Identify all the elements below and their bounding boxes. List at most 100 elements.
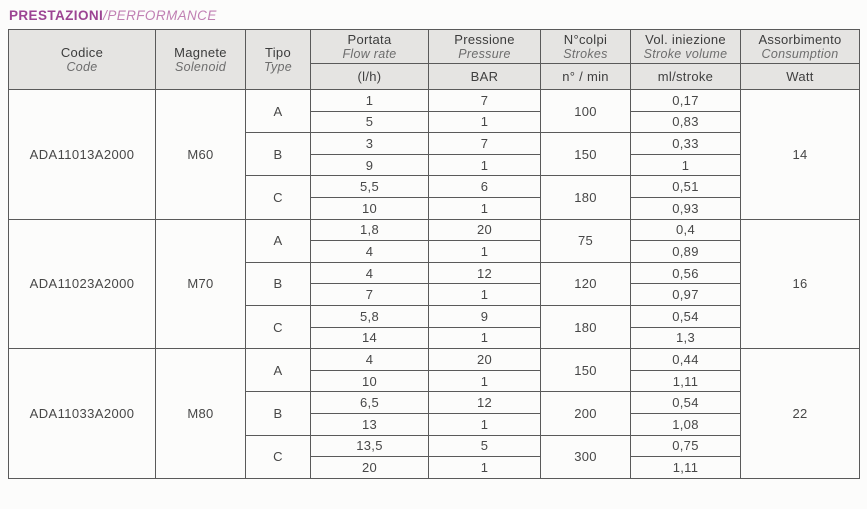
solenoid-cell: M70 (155, 218, 246, 350)
title-separator: / (103, 8, 108, 23)
type-cell: C (245, 434, 311, 479)
pressure-cell: 1 (428, 456, 541, 479)
stroke-volume-cell: 1,11 (630, 456, 741, 479)
data-row: 20 1 1,11 (9, 456, 860, 479)
header-pressione: Pressione Pressure (428, 29, 541, 64)
strokes-cell: 300 (540, 434, 631, 479)
type-cell: C (245, 175, 311, 220)
strokes-cell: 200 (540, 391, 631, 436)
flow-rate-cell: 4 (310, 261, 429, 285)
code-cell: ADA11033A2000 (8, 348, 156, 479)
header-portata-label-en: Flow rate (342, 47, 397, 61)
strokes-cell: 150 (540, 132, 631, 177)
data-row: 14 1 1,3 (9, 326, 860, 350)
stroke-volume-cell: 0,83 (630, 110, 741, 134)
header-colpi-label: N°colpi (563, 32, 608, 47)
header-colpi-label-en: Strokes (563, 47, 608, 61)
flow-rate-cell: 13,5 (310, 434, 429, 458)
header-codice: Codice Code (8, 29, 156, 90)
pressure-cell: 20 (428, 348, 541, 371)
flow-rate-cell: 5,8 (310, 304, 429, 328)
flow-rate-cell: 14 (310, 326, 429, 350)
page-title: PRESTAZIONI/PERFORMANCE (9, 9, 867, 23)
pressure-cell: 1 (428, 369, 541, 393)
table-body: ADA11013A2000 M60 A 1 7 100 0,17 14 5 1 0,83 B 3 7 150… (8, 88, 860, 479)
header-assorbimento-unit: Watt (740, 63, 860, 90)
header-pressione-unit: BAR (428, 63, 541, 90)
header-codice-label-en: Code (66, 60, 98, 74)
title-italian: PRESTAZIONI (9, 8, 104, 23)
type-cell: C (245, 304, 311, 350)
flow-rate-cell: 7 (310, 283, 429, 306)
type-cell: A (245, 348, 311, 393)
pressure-cell: 9 (428, 304, 541, 328)
header-magnete-label: Magnete (174, 45, 227, 60)
solenoid-cell: M80 (155, 348, 246, 479)
performance-table: Codice Code Magnete Solenoid Tipo Type P… (8, 29, 860, 479)
flow-rate-cell: 10 (310, 196, 429, 220)
pressure-cell: 5 (428, 434, 541, 458)
stroke-volume-cell: 1 (630, 153, 741, 177)
data-row: 5 1 0,83 (9, 110, 860, 134)
table-header: Codice Code Magnete Solenoid Tipo Type P… (8, 29, 860, 90)
strokes-cell: 180 (540, 304, 631, 350)
stroke-volume-cell: 0,44 (630, 348, 741, 371)
strokes-cell: 120 (540, 261, 631, 306)
stroke-volume-cell: 0,56 (630, 261, 741, 285)
header-portata: Portata Flow rate (310, 29, 429, 64)
header-assorbimento-label: Assorbimento (758, 32, 842, 47)
header-codice-label: Codice (60, 45, 104, 60)
code-cell: ADA11023A2000 (8, 218, 156, 350)
header-tipo-label: Tipo (264, 45, 291, 60)
header-iniezione-label-en: Stroke volume (643, 47, 728, 61)
solenoid-cell: M60 (155, 89, 246, 220)
pressure-cell: 12 (428, 391, 541, 414)
data-row: 4 1 0,89 (9, 240, 860, 263)
type-cell: A (245, 88, 311, 134)
stroke-volume-cell: 0,54 (630, 304, 741, 328)
flow-rate-cell: 9 (310, 153, 429, 177)
header-iniezione-unit: ml/stroke (630, 63, 741, 90)
strokes-cell: 150 (540, 348, 631, 393)
data-row: 10 1 0,93 (9, 196, 860, 220)
strokes-cell: 180 (540, 175, 631, 220)
flow-rate-cell: 6,5 (310, 391, 429, 414)
pressure-cell: 7 (428, 132, 541, 155)
flow-rate-cell: 10 (310, 369, 429, 393)
pressure-cell: 12 (428, 261, 541, 285)
code-cell: ADA11013A2000 (8, 89, 156, 220)
stroke-volume-cell: 0,75 (630, 434, 741, 458)
data-row: ADA11013A2000 M60 A 1 7 100 0,17 14 (8, 88, 860, 220)
pressure-cell: 1 (428, 326, 541, 350)
stroke-volume-cell: 0,17 (630, 89, 741, 112)
header-iniezione-label: Vol. iniezione (645, 32, 726, 47)
pressure-cell: 1 (428, 110, 541, 134)
header-tipo: Tipo Type (245, 29, 311, 90)
data-row: B 3 7 150 0,33 (9, 132, 860, 177)
data-row: C 5,5 6 180 0,51 (9, 175, 860, 220)
flow-rate-cell: 1 (310, 89, 429, 112)
header-assorbimento: Assorbimento Consumption (740, 29, 860, 64)
flow-rate-cell: 3 (310, 132, 429, 155)
consumption-cell: 22 (740, 348, 860, 479)
header-assorbimento-label-en: Consumption (761, 47, 839, 61)
pressure-cell: 1 (428, 153, 541, 177)
header-magnete-label-en: Solenoid (174, 60, 227, 74)
flow-rate-cell: 5 (310, 110, 429, 134)
consumption-cell: 14 (740, 89, 860, 220)
flow-rate-cell: 13 (310, 412, 429, 436)
header-portata-label: Portata (347, 32, 392, 47)
pressure-cell: 1 (428, 196, 541, 220)
header-magnete: Magnete Solenoid (155, 29, 246, 90)
pressure-cell: 6 (428, 175, 541, 198)
stroke-volume-cell: 1,11 (630, 369, 741, 393)
stroke-volume-cell: 0,33 (630, 132, 741, 155)
data-row: ADA11023A2000 M70 A 1,8 20 75 0,4 16 (8, 218, 860, 350)
header-colpi: N°colpi Strokes (540, 29, 631, 64)
stroke-volume-cell: 1,3 (630, 326, 741, 350)
type-cell: B (245, 261, 311, 306)
header-tipo-label-en: Type (263, 60, 293, 74)
type-cell: B (245, 391, 311, 436)
header-iniezione: Vol. iniezione Stroke volume (630, 29, 741, 64)
